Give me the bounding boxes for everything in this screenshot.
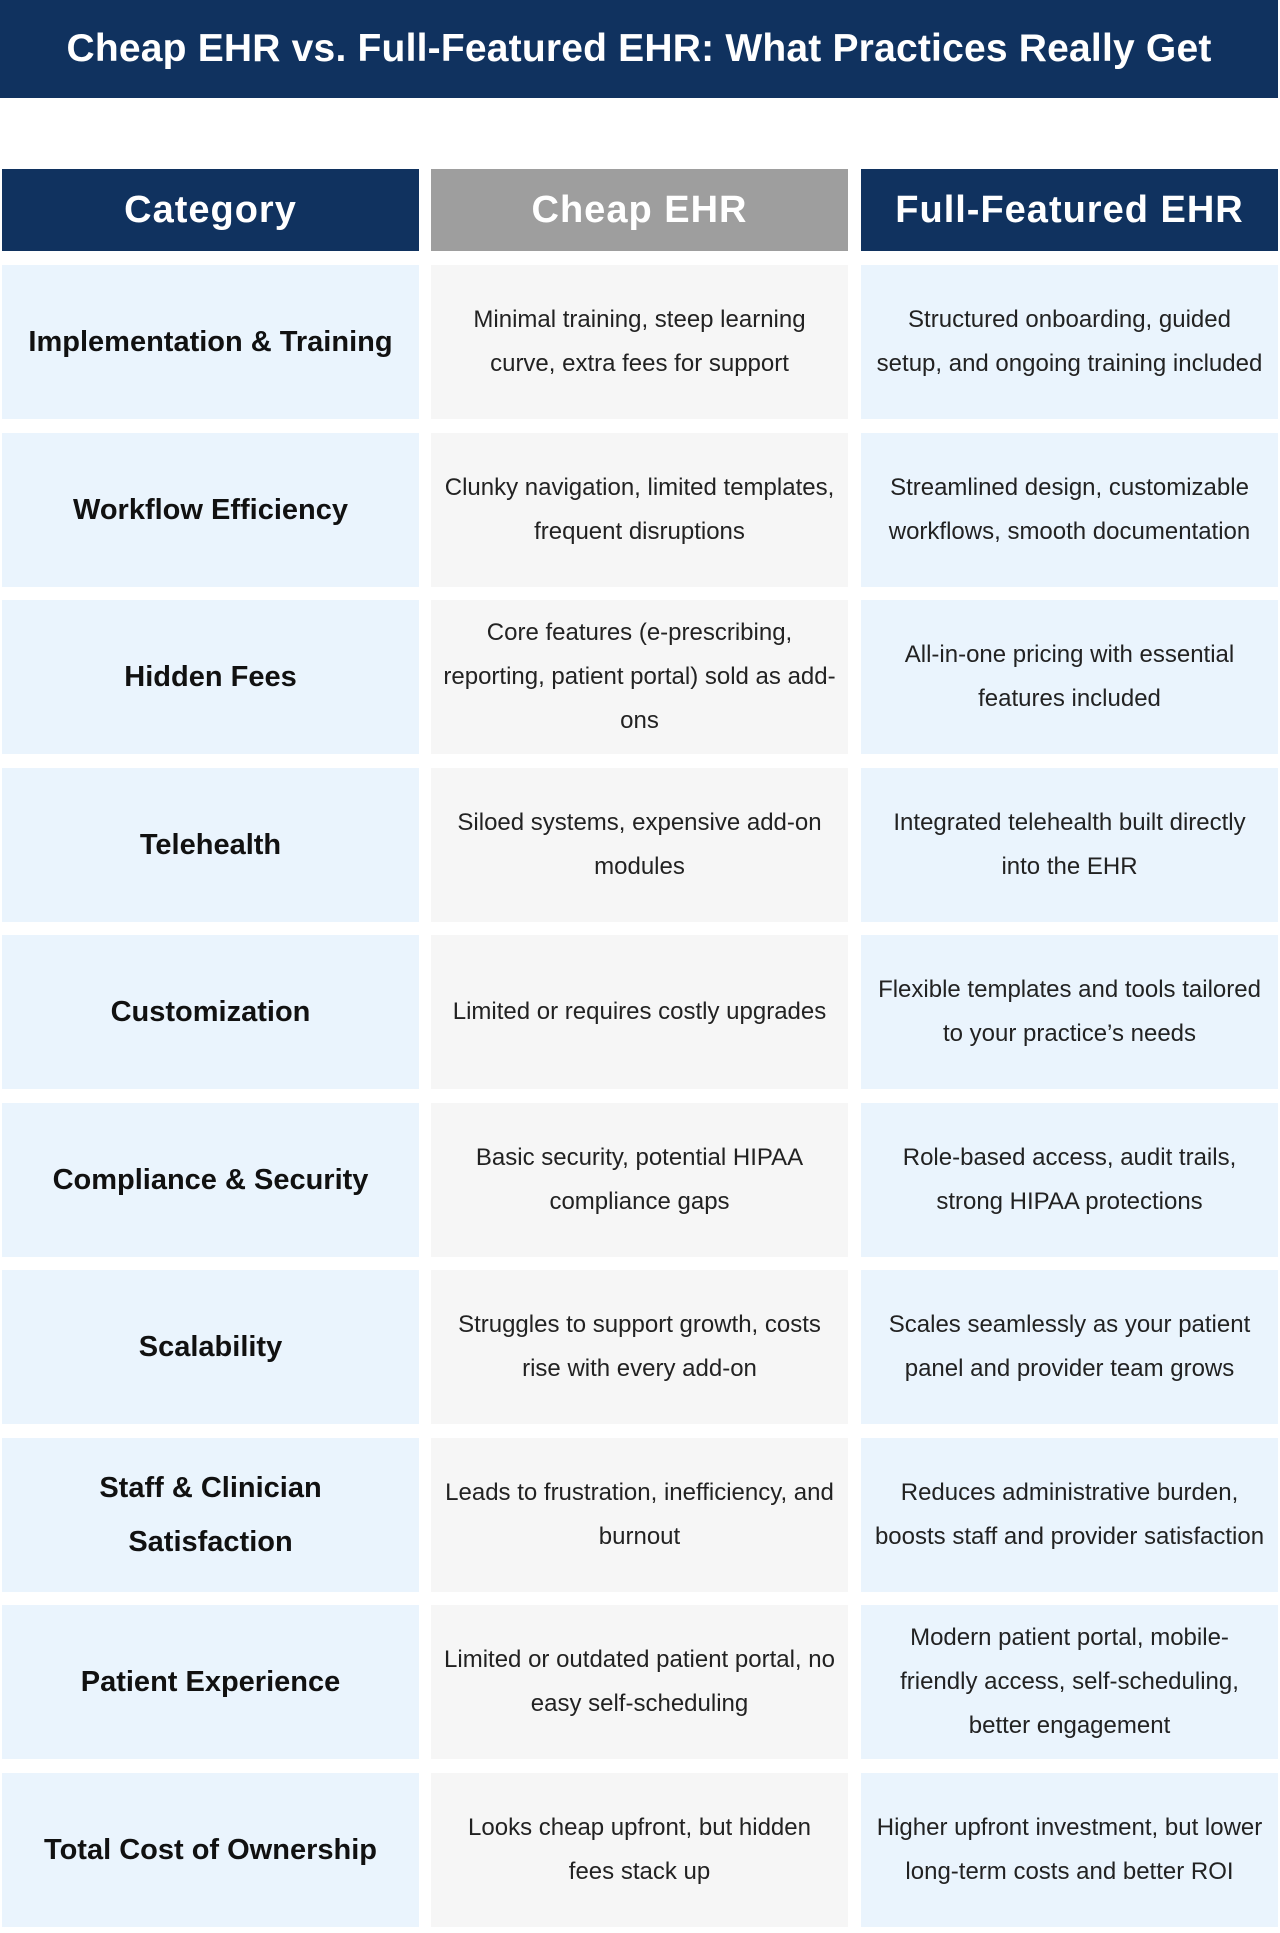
category-cell: Customization xyxy=(2,935,419,1089)
full-featured-ehr-cell: Scales seamlessly as your patient panel … xyxy=(861,1270,1278,1424)
cheap-ehr-cell: Looks cheap upfront, but hidden fees sta… xyxy=(431,1772,848,1927)
table-row: Total Cost of Ownership Looks cheap upfro… xyxy=(0,1772,1280,1927)
full-featured-ehr-cell: All-in-one pricing with essential featur… xyxy=(861,600,1278,754)
column-header-category: Category xyxy=(2,169,419,251)
table-row: Customization Limited or requires costly … xyxy=(0,935,1280,1089)
cheap-ehr-cell: Basic security, potential HIPAA complian… xyxy=(431,1102,848,1257)
full-featured-ehr-cell: Structured onboarding, guided setup, and… xyxy=(861,265,1278,419)
cheap-ehr-cell: Struggles to support growth, costs rise … xyxy=(431,1270,848,1424)
full-featured-ehr-cell: Role-based access, audit trails, strong … xyxy=(861,1102,1278,1257)
table-row: Implementation & Training Minimal trainin… xyxy=(0,265,1280,419)
table-row: Telehealth Siloed systems, expensive add-… xyxy=(0,767,1280,922)
cheap-ehr-cell: Limited or outdated patient portal, no e… xyxy=(431,1605,848,1759)
table-row: Workflow Efficiency Clunky navigation, li… xyxy=(0,432,1280,587)
table-row: Patient Experience Limited or outdated pa… xyxy=(0,1605,1280,1759)
cheap-ehr-cell: Core features (e-prescribing, reporting,… xyxy=(431,600,848,754)
category-cell: Compliance & Security xyxy=(2,1102,419,1257)
category-cell: Hidden Fees xyxy=(2,600,419,754)
full-featured-ehr-cell: Streamlined design, customizable workflo… xyxy=(861,432,1278,587)
cheap-ehr-cell: Minimal training, steep learning curve, … xyxy=(431,265,848,419)
comparison-table: Category Cheap EHR Full-Featured EHR xyxy=(0,169,1280,251)
table-row: Scalability Struggles to support growth, … xyxy=(0,1270,1280,1424)
cheap-ehr-cell: Limited or requires costly upgrades xyxy=(431,935,848,1089)
page-title: Cheap EHR vs. Full-Featured EHR: What Pr… xyxy=(0,0,1278,98)
category-cell: Scalability xyxy=(2,1270,419,1424)
category-cell: Implementation & Training xyxy=(2,265,419,419)
table-header-row: Category Cheap EHR Full-Featured EHR xyxy=(0,169,1280,251)
category-cell: Total Cost of Ownership xyxy=(2,1772,419,1927)
column-header-full-featured-ehr: Full-Featured EHR xyxy=(861,169,1278,251)
cheap-ehr-cell: Siloed systems, expensive add-on modules xyxy=(431,767,848,922)
full-featured-ehr-cell: Flexible templates and tools tailored to… xyxy=(861,935,1278,1089)
category-cell: Telehealth xyxy=(2,767,419,922)
cheap-ehr-cell: Leads to frustration, inefficiency, and … xyxy=(431,1437,848,1592)
category-cell: Staff & Clinician Satisfaction xyxy=(2,1437,419,1592)
full-featured-ehr-cell: Higher upfront investment, but lower lon… xyxy=(861,1772,1278,1927)
cheap-ehr-cell: Clunky navigation, limited templates, fr… xyxy=(431,432,848,587)
table-row: Staff & Clinician Satisfaction Leads to f… xyxy=(0,1437,1280,1592)
full-featured-ehr-cell: Modern patient portal, mobile-friendly a… xyxy=(861,1605,1278,1759)
table-row: Compliance & Security Basic security, pot… xyxy=(0,1102,1280,1257)
table-row: Hidden Fees Core features (e-prescribing,… xyxy=(0,600,1280,754)
full-featured-ehr-cell: Reduces administrative burden, boosts st… xyxy=(861,1437,1278,1592)
category-cell: Patient Experience xyxy=(2,1605,419,1759)
full-featured-ehr-cell: Integrated telehealth built directly int… xyxy=(861,767,1278,922)
category-cell: Workflow Efficiency xyxy=(2,432,419,587)
column-header-cheap-ehr: Cheap EHR xyxy=(431,169,848,251)
